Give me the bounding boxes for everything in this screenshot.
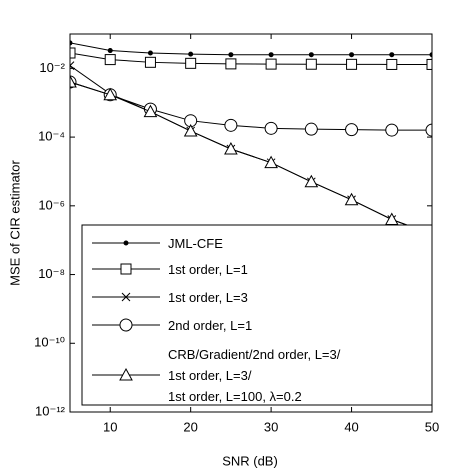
- marker: [224, 118, 238, 132]
- marker: [225, 58, 237, 70]
- marker: [264, 121, 278, 135]
- marker: [305, 58, 317, 70]
- marker: [143, 104, 158, 118]
- marker: [345, 123, 359, 137]
- marker: [344, 192, 359, 206]
- marker: [426, 58, 432, 70]
- marker: [265, 58, 277, 70]
- marker: [185, 57, 197, 69]
- marker: [144, 56, 156, 68]
- x-tick-label: 10: [103, 419, 117, 434]
- marker: [385, 123, 399, 137]
- x-tick-label: 50: [425, 419, 439, 434]
- marker: [107, 48, 113, 54]
- marker: [386, 58, 398, 70]
- marker: [389, 52, 395, 58]
- marker: [183, 123, 198, 137]
- x-tick-label: 30: [264, 419, 278, 434]
- x-tick-label: 40: [344, 419, 358, 434]
- legend-label: 1st order, L=3: [168, 289, 248, 305]
- y-axis-label: MSE of CIR estimator: [7, 159, 22, 285]
- series-line: [70, 65, 432, 235]
- y-tick-label: 10⁻⁴: [38, 129, 65, 144]
- marker: [103, 87, 118, 101]
- marker: [120, 263, 132, 275]
- marker: [123, 240, 129, 246]
- series-line: [70, 81, 432, 235]
- legend-label: 2nd order, L=1: [168, 317, 253, 333]
- marker: [119, 318, 133, 332]
- marker: [224, 141, 238, 155]
- marker: [119, 367, 133, 381]
- marker: [70, 47, 76, 59]
- y-tick-label: 10⁻⁶: [38, 197, 65, 212]
- plot-frame: [69, 33, 433, 413]
- series-line: [70, 52, 432, 65]
- y-tick-label: 10⁻⁸: [38, 266, 65, 281]
- marker: [70, 61, 75, 70]
- marker: [349, 52, 355, 58]
- marker: [346, 58, 358, 70]
- legend-label: JML-CFE: [168, 235, 223, 251]
- series-line: [70, 42, 432, 56]
- marker: [147, 50, 153, 56]
- y-tick-label: 10⁻¹⁰: [34, 335, 65, 350]
- y-tick-label: 10⁻²: [39, 60, 65, 75]
- x-axis-label: SNR (dB): [222, 453, 278, 468]
- plot-area: [70, 40, 432, 240]
- legend-label: 1st order, L=1: [168, 261, 248, 277]
- legend-label: CRB/Gradient/2nd order, L=3/ 1st order, …: [168, 346, 341, 404]
- marker: [304, 122, 318, 136]
- marker: [188, 51, 194, 57]
- marker: [304, 174, 319, 188]
- marker: [228, 52, 234, 58]
- marker: [268, 52, 274, 58]
- y-tick-label: 10⁻¹²: [35, 403, 66, 418]
- marker: [425, 123, 432, 137]
- series-line: [70, 81, 432, 131]
- marker: [384, 212, 399, 225]
- x-tick-label: 20: [183, 419, 197, 434]
- marker: [104, 54, 116, 66]
- marker: [121, 292, 131, 302]
- marker: [70, 74, 77, 88]
- marker: [308, 52, 314, 58]
- marker: [264, 155, 278, 169]
